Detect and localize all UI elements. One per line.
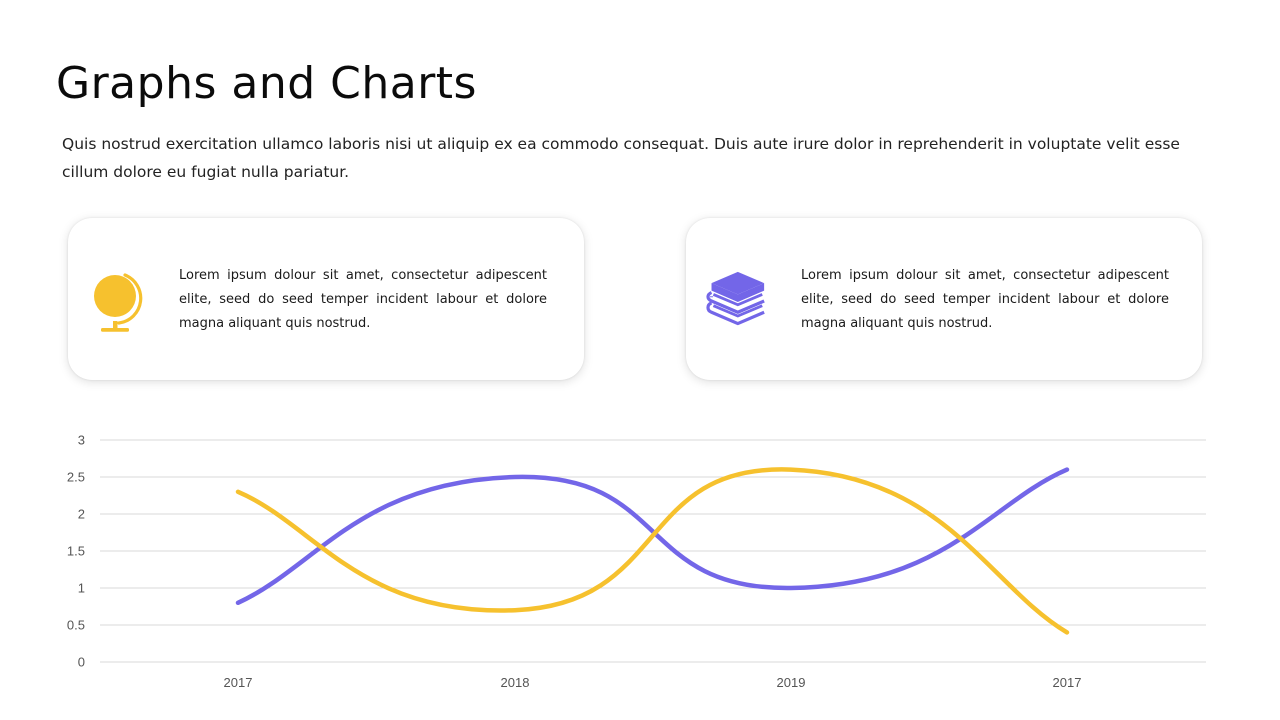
y-tick-label: 3 xyxy=(78,433,85,448)
y-tick-label: 0.5 xyxy=(67,618,85,633)
chart-series xyxy=(235,467,1070,635)
card-text: Lorem ipsum dolour sit amet, consectetur… xyxy=(801,268,1169,331)
line-chart: 0 0.5 1 1.5 2 2.5 3 2017 2018 2019 2017 xyxy=(67,433,1206,690)
y-tick-label: 2.5 xyxy=(67,470,85,485)
globe-icon xyxy=(94,273,143,332)
series-line-1 xyxy=(235,467,1070,606)
y-axis-tick-labels: 0 0.5 1 1.5 2 2.5 3 xyxy=(67,433,85,670)
chart-gridlines xyxy=(100,439,1206,663)
info-card-globe: Lorem ipsum dolour sit amet, consectetur… xyxy=(68,218,584,380)
y-tick-label: 2 xyxy=(78,507,85,522)
x-tick-label: 2017 xyxy=(224,675,253,690)
card-text: Lorem ipsum dolour sit amet, consectetur… xyxy=(179,268,547,331)
y-tick-label: 1.5 xyxy=(67,544,85,559)
x-tick-label: 2017 xyxy=(1053,675,1082,690)
x-tick-label: 2018 xyxy=(501,675,530,690)
info-card-books: Lorem ipsum dolour sit amet, consectetur… xyxy=(686,218,1202,380)
slide-intro-text: Quis nostrud exercitation ullamco labori… xyxy=(62,135,1180,181)
slide-title: Graphs and Charts xyxy=(56,58,477,109)
y-tick-label: 1 xyxy=(78,581,85,596)
x-axis-tick-labels: 2017 2018 2019 2017 xyxy=(224,675,1082,690)
series-line-2 xyxy=(235,467,1070,635)
x-tick-label: 2019 xyxy=(777,675,806,690)
books-icon xyxy=(706,271,765,326)
y-tick-label: 0 xyxy=(78,655,85,670)
